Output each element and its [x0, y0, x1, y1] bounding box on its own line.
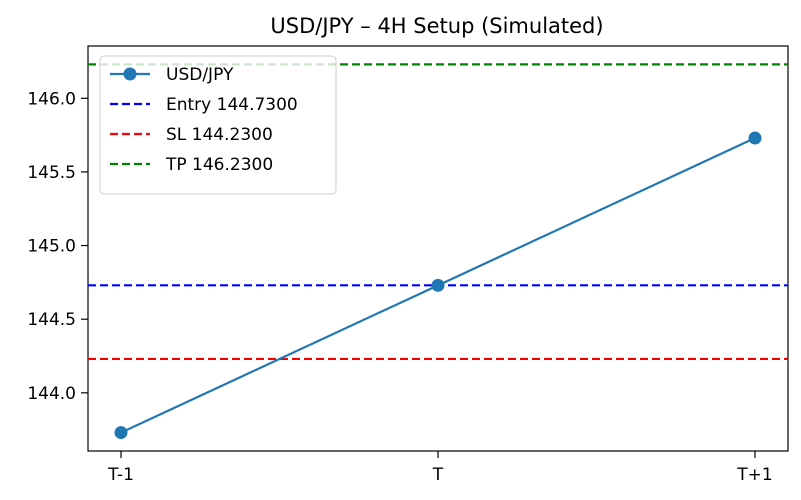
data-point-0-1 — [431, 278, 445, 292]
x-tick-label-1: T — [432, 465, 444, 485]
legend: USD/JPY Entry 144.7300 SL 144.2300 TP 146.2… — [99, 55, 337, 195]
legend-marker-0 — [123, 67, 137, 81]
legend-box — [99, 55, 337, 195]
legend-label-3: TP 146.2300 — [165, 155, 273, 175]
legend-label-0: USD/JPY — [166, 65, 234, 85]
legend-label-1: Entry 144.7300 — [166, 95, 298, 115]
chart-title: USD/JPY – 4H Setup (Simulated) — [270, 14, 603, 38]
x-axis: T-1 T T+1 — [107, 451, 773, 485]
y-tick-label-2: 145.0 — [27, 237, 76, 257]
x-tick-label-2: T+1 — [736, 465, 772, 485]
y-tick-label-0: 144.0 — [27, 384, 76, 404]
legend-label-2: SL 144.2300 — [166, 125, 273, 145]
series-layer — [114, 131, 762, 440]
data-point-0-0 — [114, 426, 128, 440]
y-axis: 144.0 144.5 145.0 145.5 146.0 — [27, 89, 88, 404]
y-tick-label-1: 144.5 — [27, 310, 76, 330]
x-tick-label-0: T-1 — [107, 465, 134, 485]
y-tick-label-4: 146.0 — [27, 89, 76, 109]
y-tick-label-3: 145.5 — [27, 163, 76, 183]
data-point-0-2 — [748, 131, 762, 145]
